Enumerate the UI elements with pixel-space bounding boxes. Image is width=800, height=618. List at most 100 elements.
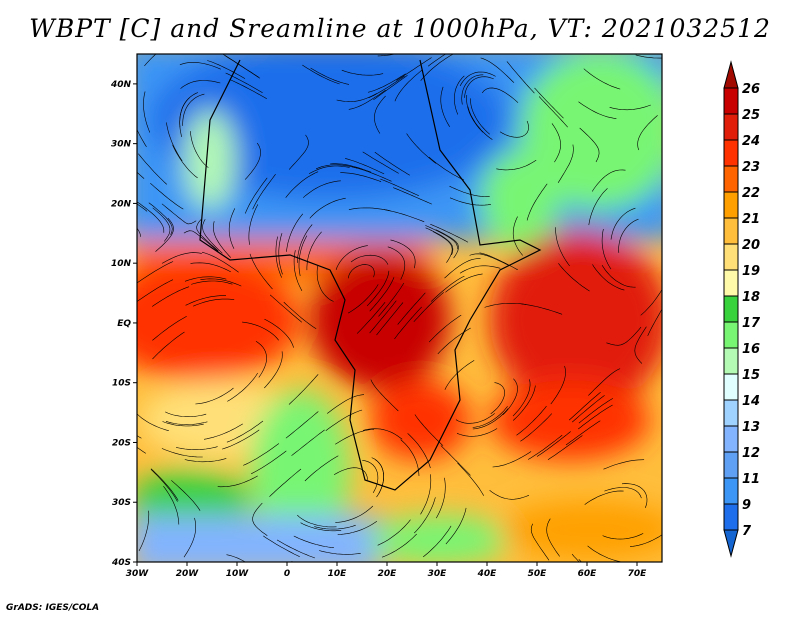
streamline [647, 308, 662, 337]
streamline [499, 120, 529, 138]
streamline [578, 404, 613, 430]
streamline [137, 203, 148, 212]
streamline [285, 411, 319, 439]
streamline [423, 525, 452, 558]
streamline [335, 505, 374, 523]
streamline [492, 451, 532, 468]
streamline [224, 55, 261, 79]
streamline [440, 445, 471, 476]
streamline [536, 431, 571, 457]
streamline [606, 326, 642, 346]
streamline [298, 235, 308, 277]
lat-tick-label: 40S [111, 558, 131, 568]
colorbar-band [723, 373, 739, 401]
streamline [217, 475, 258, 488]
lat-tick-label: 30S [112, 498, 131, 508]
streamline [407, 433, 431, 469]
streamline [414, 414, 444, 446]
streamline [176, 446, 218, 450]
streamline [397, 292, 426, 325]
streamline [137, 261, 174, 284]
lat-tick-label: EQ [117, 319, 131, 329]
streamline [335, 429, 375, 445]
streamline [374, 95, 386, 134]
streamline [285, 171, 319, 198]
streamline [377, 519, 411, 546]
colorbar-label: 17 [742, 316, 761, 331]
streamline [449, 185, 490, 197]
colorbar-top-arrow [723, 60, 739, 89]
streamline [137, 171, 145, 179]
streamline [592, 264, 625, 291]
streamline [470, 98, 490, 135]
streamline [255, 341, 267, 378]
streamline [245, 177, 268, 214]
streamline [138, 510, 150, 552]
streamline [601, 228, 612, 270]
streamline [190, 262, 231, 273]
streamline [276, 539, 316, 559]
streamline [467, 106, 493, 140]
streamline [309, 197, 346, 219]
colorbar-label: 23 [742, 160, 760, 175]
colorbar-label: 9 [742, 498, 751, 513]
streamline [327, 394, 365, 414]
streamline [179, 62, 221, 70]
chart-title: WBPT [C] and Sreamline at 1000hPa, VT: 2… [29, 14, 771, 43]
streamline [161, 252, 202, 264]
streamline [152, 331, 185, 360]
streamline [150, 182, 184, 210]
axis-ticks: 30W 20W 10W 0 10E 20E 30E 40E 50E 60E 70E 40N 30N 20N… [110, 80, 647, 579]
streamline [229, 79, 267, 100]
streamline [392, 187, 432, 205]
streamline [345, 158, 385, 175]
streamline [413, 497, 436, 534]
streamline [137, 435, 142, 439]
streamline [588, 368, 621, 396]
streamline [436, 477, 446, 519]
colorbar-label: 22 [742, 186, 760, 201]
colorbar-band [723, 139, 739, 167]
grads-credit: GrADS: IGES/COLA [6, 603, 100, 613]
streamline [275, 236, 282, 278]
streamline [621, 483, 648, 508]
streamline [512, 379, 531, 417]
streamline [184, 276, 227, 282]
streamline [366, 270, 390, 307]
streamline [445, 273, 483, 293]
colorbar-band [723, 321, 739, 349]
streamline [461, 74, 484, 105]
streamline [228, 208, 236, 249]
streamline [196, 219, 219, 252]
streamline [350, 254, 389, 265]
streamline [278, 233, 283, 275]
streamline [521, 303, 563, 315]
colorbar-label: 20 [742, 238, 760, 253]
streamline [242, 321, 279, 341]
colorbar-label: 25 [742, 108, 760, 123]
streamline [184, 458, 227, 463]
streamline [610, 207, 636, 240]
streamline [137, 227, 141, 237]
streamline [264, 351, 283, 389]
streamline [144, 54, 157, 67]
streamline [578, 398, 614, 424]
colorbar-band [723, 191, 739, 219]
streamline [348, 264, 375, 279]
streamline [337, 520, 378, 535]
streamline [225, 72, 263, 93]
streamline [546, 518, 560, 557]
streamline [512, 385, 536, 421]
streamline [640, 288, 662, 316]
streamline [297, 224, 313, 263]
streamline [428, 314, 462, 343]
streamline [341, 69, 384, 76]
streamline [384, 209, 425, 223]
streamline [506, 61, 535, 94]
streamline [603, 459, 645, 470]
streamline [455, 413, 495, 424]
streamline [252, 502, 268, 536]
streamline [481, 87, 519, 103]
streamline [304, 455, 339, 482]
streamline [432, 231, 453, 263]
